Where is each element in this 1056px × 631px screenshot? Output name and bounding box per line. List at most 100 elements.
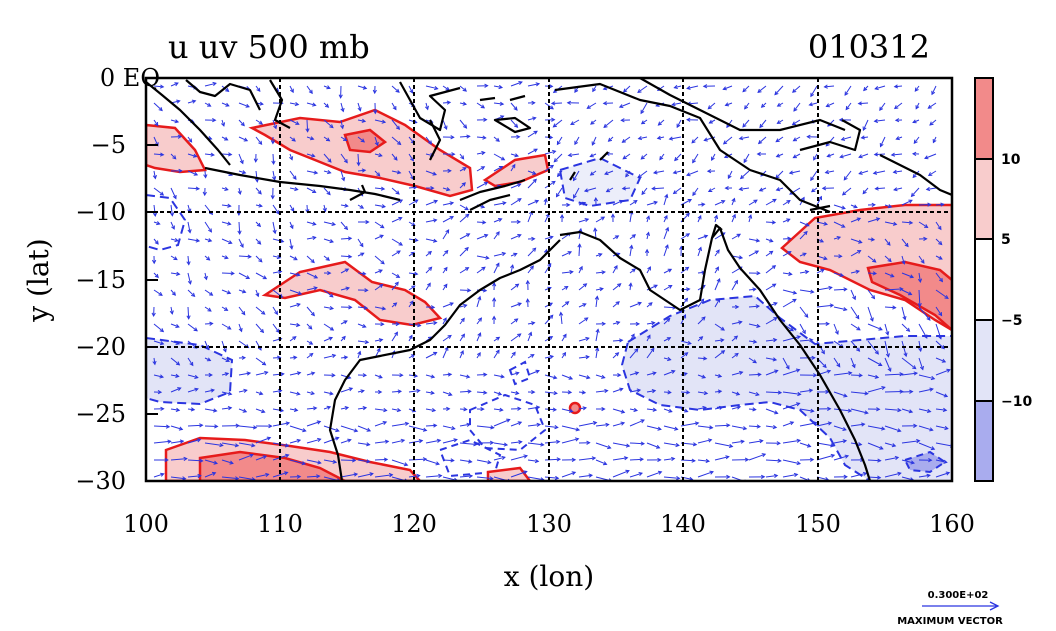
wind-vector bbox=[289, 170, 297, 180]
wind-vector bbox=[272, 204, 280, 215]
wind-vector bbox=[867, 442, 883, 450]
ytick-label-5: −5 bbox=[91, 131, 126, 159]
wind-vector bbox=[697, 357, 707, 360]
wind-vector-head bbox=[197, 473, 202, 479]
wind-vector bbox=[340, 439, 351, 444]
wind-vector-head bbox=[477, 317, 483, 322]
wind-vector-head bbox=[173, 256, 178, 261]
wind-vector-head bbox=[227, 203, 232, 208]
wind-vector-head bbox=[890, 273, 895, 278]
wind-vector bbox=[731, 198, 735, 206]
wind-vector-head bbox=[742, 88, 747, 93]
wind-vector-head bbox=[241, 311, 246, 316]
wind-vector bbox=[850, 323, 861, 331]
colorbar-seg-2 bbox=[975, 159, 993, 239]
wind-vector-head bbox=[203, 174, 208, 179]
wind-vector-head bbox=[858, 373, 863, 378]
wind-vector-head bbox=[916, 438, 921, 444]
wind-vector-head bbox=[571, 457, 577, 462]
wind-vector-head bbox=[857, 250, 862, 254]
wind-vector bbox=[221, 289, 231, 294]
wind-vector-head bbox=[255, 292, 260, 298]
wind-vector bbox=[391, 153, 398, 161]
wind-vector-head bbox=[549, 164, 555, 169]
wind-vector bbox=[476, 234, 488, 240]
wind-vector-head bbox=[316, 420, 322, 425]
wind-vector-head bbox=[543, 197, 548, 203]
wind-vector bbox=[510, 164, 516, 172]
wind-vector-head bbox=[243, 388, 248, 393]
wind-vector-head bbox=[617, 283, 622, 288]
wind-vector bbox=[527, 354, 535, 359]
wind-vector-head bbox=[449, 201, 455, 206]
wind-vector-head bbox=[757, 88, 762, 93]
wind-vector bbox=[204, 425, 218, 427]
wind-vector-head bbox=[477, 295, 482, 301]
wind-vector-head bbox=[518, 81, 523, 86]
wind-vector bbox=[850, 306, 860, 319]
wind-vector bbox=[915, 102, 920, 109]
wind-vector-head bbox=[165, 424, 171, 429]
wind-vector-head bbox=[502, 201, 507, 206]
wind-vector bbox=[894, 85, 903, 88]
wind-vector bbox=[425, 170, 437, 176]
wind-vector-head bbox=[552, 375, 558, 380]
x-tick-labels: 100 110 120 130 140 150 160 bbox=[123, 510, 975, 538]
wind-vector bbox=[187, 204, 191, 213]
wind-vector-head bbox=[640, 419, 645, 424]
wind-vector-head bbox=[413, 373, 419, 378]
wind-vector-head bbox=[686, 287, 691, 292]
wind-vector-head bbox=[257, 190, 262, 195]
wind-vector-head bbox=[588, 473, 594, 478]
wind-vector-head bbox=[396, 170, 402, 175]
wind-vector-head bbox=[625, 443, 631, 448]
wind-vector-head bbox=[495, 349, 500, 354]
wind-vector-head bbox=[535, 405, 541, 410]
wind-vector bbox=[570, 119, 580, 125]
wind-vector bbox=[833, 204, 846, 209]
wind-vector-head bbox=[329, 306, 335, 311]
wind-vector bbox=[858, 102, 869, 105]
wind-vector-head bbox=[501, 251, 507, 257]
wind-vector-head bbox=[414, 199, 419, 204]
wind-vector-head bbox=[917, 302, 922, 308]
wind-vector bbox=[153, 238, 159, 245]
wind-vector-head bbox=[160, 406, 165, 411]
wind-vector bbox=[187, 238, 200, 242]
wind-vector bbox=[646, 348, 655, 359]
wind-vector bbox=[935, 408, 947, 411]
wind-vector bbox=[459, 374, 470, 378]
wind-vector-head bbox=[151, 312, 156, 318]
wind-vector bbox=[357, 340, 369, 343]
wind-vector-head bbox=[758, 187, 764, 192]
wind-vector bbox=[748, 391, 759, 396]
wind-vector bbox=[568, 153, 580, 156]
wind-vector bbox=[727, 170, 733, 179]
wind-vector-head bbox=[171, 225, 175, 230]
wind-vector bbox=[603, 119, 614, 128]
wind-vector bbox=[646, 322, 655, 325]
wind-vector-head bbox=[325, 256, 331, 261]
wind-vector-head bbox=[482, 135, 487, 140]
wind-vector-head bbox=[154, 121, 159, 127]
wind-vector bbox=[425, 424, 437, 427]
wind-vector bbox=[799, 422, 817, 427]
wind-vector-head bbox=[481, 220, 487, 225]
wind-vector bbox=[170, 476, 186, 480]
wind-vector bbox=[340, 268, 349, 274]
wind-vector-head bbox=[177, 134, 183, 139]
wind-vector-head bbox=[340, 107, 345, 113]
wind-vector bbox=[884, 272, 894, 278]
wind-vector bbox=[551, 102, 563, 104]
wind-vector bbox=[153, 170, 156, 179]
wind-vector bbox=[306, 102, 316, 106]
wind-vector bbox=[510, 441, 522, 444]
wind-vector-head bbox=[800, 196, 805, 201]
wind-vector-head bbox=[159, 152, 165, 157]
wind-vector-head bbox=[468, 474, 474, 479]
ytick-label-10: −10 bbox=[75, 198, 126, 226]
wind-vector-head bbox=[862, 126, 867, 131]
wind-vector bbox=[714, 200, 725, 206]
wind-vector-head bbox=[736, 233, 742, 238]
wind-vector-head bbox=[876, 475, 882, 480]
